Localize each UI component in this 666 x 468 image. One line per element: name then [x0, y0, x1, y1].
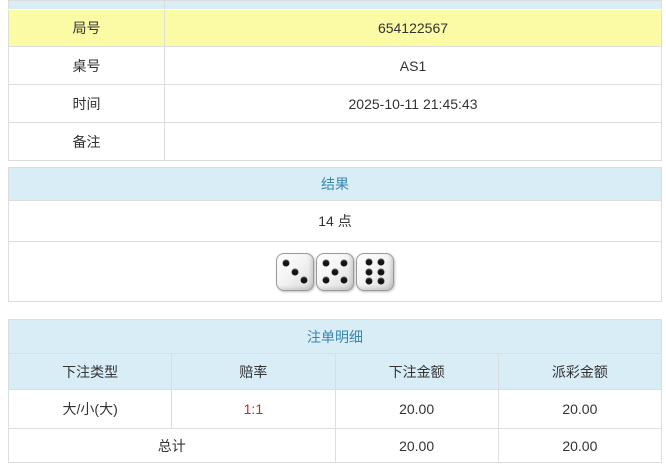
bets-title: 注单明细 — [8, 319, 662, 354]
table-id-label: 桌号 — [8, 46, 165, 85]
die-icon — [316, 252, 354, 291]
result-title: 结果 — [8, 167, 662, 201]
round-id-label: 局号 — [8, 9, 165, 47]
total-label: 总计 — [8, 428, 336, 463]
time-value: 2025-10-11 21:45:43 — [164, 84, 662, 123]
die-icon — [276, 252, 314, 291]
total-row: 总计 20.00 20.00 — [8, 428, 663, 463]
col-header-bet-type: 下注类型 — [7, 353, 173, 390]
result-table: 结果 14 点 — [8, 167, 662, 302]
die-icon — [356, 252, 394, 291]
col-header-bet-amount: 下注金额 — [334, 353, 499, 390]
result-points-row: 14 点 — [8, 200, 662, 242]
remark-value — [164, 122, 662, 161]
cutoff-header-cell — [164, 0, 662, 10]
col-header-payout-amount: 派彩金额 — [497, 353, 663, 390]
result-title-row: 结果 — [8, 167, 662, 201]
cutoff-header-cell — [8, 0, 165, 10]
result-dice-row — [8, 241, 662, 302]
cutoff-header-row — [8, 0, 662, 10]
table-id-value: AS1 — [164, 46, 662, 85]
bets-title-row: 注单明细 — [8, 319, 662, 354]
total-bet-amount: 20.00 — [334, 428, 499, 463]
table-row-remark: 备注 — [8, 122, 662, 161]
table-row-time: 时间 2025-10-11 21:45:43 — [8, 84, 662, 123]
remark-label: 备注 — [8, 122, 165, 161]
col-header-odds: 赔率 — [171, 353, 336, 390]
bet-row: 大/小(大) 1:1 20.00 20.00 — [7, 389, 663, 429]
bets-header-row: 下注类型 赔率 下注金额 派彩金额 — [7, 353, 663, 390]
round-id-value: 654122567 — [164, 9, 662, 47]
game-info-table: 局号 654122567 桌号 AS1 时间 2025-10-11 21:45:… — [8, 0, 662, 161]
table-row-table-id: 桌号 AS1 — [8, 46, 662, 85]
time-label: 时间 — [8, 84, 165, 123]
bet-details-table: 注单明细 下注类型 赔率 下注金额 派彩金额 大/小(大) 1:1 20.00 … — [7, 319, 663, 463]
odds-value: 1:1 — [171, 389, 336, 429]
payout-amount-value: 20.00 — [497, 389, 663, 429]
table-row-round-id: 局号 654122567 — [8, 9, 662, 47]
total-payout-amount: 20.00 — [497, 428, 663, 463]
bet-amount-value: 20.00 — [334, 389, 499, 429]
dice-container — [8, 241, 662, 302]
result-points: 14 点 — [8, 200, 662, 242]
bet-type-value: 大/小(大) — [7, 389, 173, 429]
